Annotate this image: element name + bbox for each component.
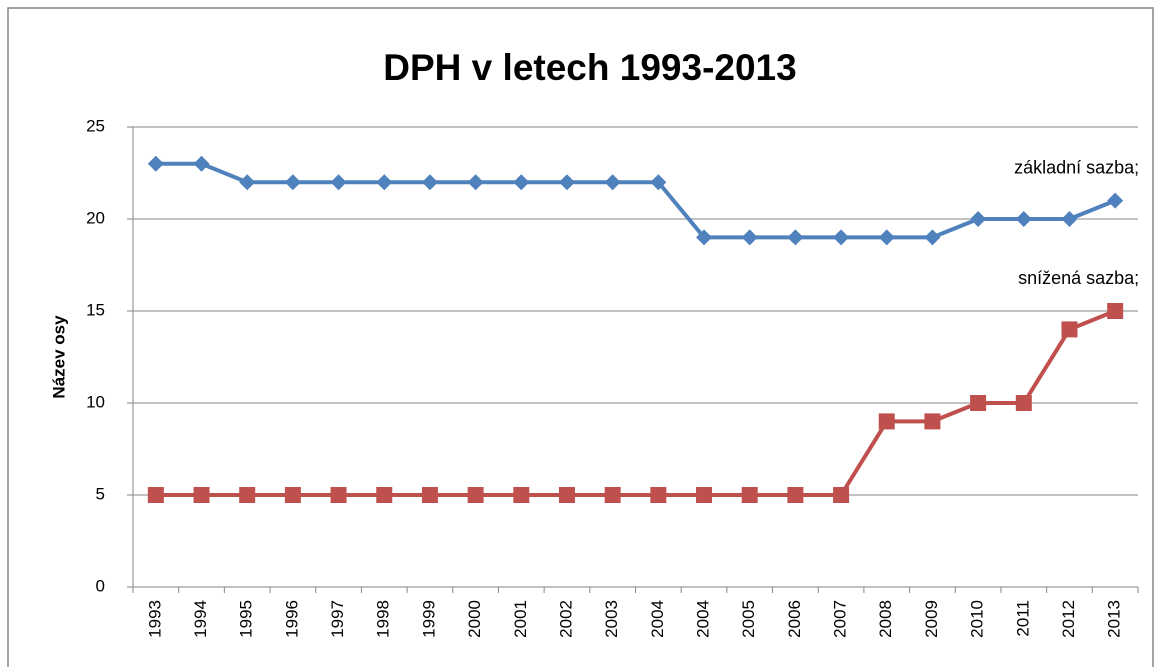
marker xyxy=(239,174,256,191)
series-label: snížená sazba; xyxy=(1018,268,1139,288)
marker xyxy=(741,487,758,503)
y-tick-label: 5 xyxy=(96,484,105,503)
y-tick-label: 15 xyxy=(86,300,105,319)
chart-title: DPH v letech 1993-2013 xyxy=(383,47,796,88)
marker xyxy=(467,174,484,191)
marker xyxy=(741,229,758,246)
marker xyxy=(193,487,210,503)
marker xyxy=(147,487,164,503)
x-tick-label: 2013 xyxy=(1105,600,1124,638)
marker xyxy=(1015,395,1032,411)
marker xyxy=(970,395,987,411)
series-label: základní sazba; xyxy=(1014,157,1139,177)
x-tick-label: 1999 xyxy=(419,600,438,638)
chart-border xyxy=(7,7,1154,667)
marker xyxy=(1015,211,1032,227)
marker xyxy=(833,487,850,503)
marker xyxy=(376,174,393,191)
x-tick-label: 1994 xyxy=(191,600,210,638)
x-tick-label: 1993 xyxy=(145,600,164,638)
y-tick-label: 25 xyxy=(86,116,105,135)
marker xyxy=(924,413,941,430)
marker xyxy=(878,229,895,246)
x-tick-label: 1995 xyxy=(237,600,256,638)
marker xyxy=(696,487,713,503)
x-tick-label: 2012 xyxy=(1059,600,1078,638)
marker xyxy=(239,487,256,503)
x-tick-label: 2005 xyxy=(739,600,758,638)
marker xyxy=(650,487,667,503)
marker xyxy=(513,174,530,191)
marker xyxy=(1061,211,1078,227)
x-tick-label: 1997 xyxy=(328,600,347,638)
x-tick-label: 2011 xyxy=(1013,600,1032,637)
marker xyxy=(787,229,804,246)
marker xyxy=(924,229,941,246)
marker xyxy=(376,487,393,503)
marker xyxy=(330,174,347,191)
marker xyxy=(650,174,667,191)
marker xyxy=(421,487,438,503)
marker xyxy=(558,487,575,503)
y-axis-title: Název osy xyxy=(49,315,68,399)
x-tick-label: 2004 xyxy=(694,600,713,638)
marker xyxy=(330,487,347,503)
x-tick-label: 2000 xyxy=(465,600,484,638)
marker xyxy=(696,229,713,246)
marker xyxy=(421,174,438,191)
x-tick-label: 1998 xyxy=(374,600,393,638)
marker xyxy=(970,211,987,227)
x-tick-label: 2009 xyxy=(922,600,941,638)
marker xyxy=(193,155,210,172)
marker xyxy=(878,413,895,430)
series-line xyxy=(155,161,1116,240)
x-tick-label: 2001 xyxy=(511,600,530,638)
marker xyxy=(1061,321,1078,338)
y-tick-label: 0 xyxy=(96,576,105,595)
x-tick-label: 2003 xyxy=(602,600,621,638)
marker xyxy=(833,229,850,246)
marker xyxy=(1107,303,1124,319)
x-tick-label: 2006 xyxy=(785,600,804,638)
marker xyxy=(284,487,301,503)
marker xyxy=(467,487,484,503)
marker xyxy=(284,174,301,191)
marker xyxy=(787,487,804,503)
x-tick-label: 2008 xyxy=(876,600,895,638)
x-tick-label: 2007 xyxy=(831,600,850,638)
x-tick-label: 2004 xyxy=(648,600,667,638)
series-line xyxy=(155,309,1116,497)
x-tick-label: 2002 xyxy=(556,600,575,638)
marker xyxy=(147,155,164,172)
marker xyxy=(604,174,621,191)
y-tick-label: 10 xyxy=(86,392,105,411)
y-tick-label: 20 xyxy=(86,208,105,227)
marker xyxy=(604,487,621,503)
marker xyxy=(513,487,530,503)
marker xyxy=(558,174,575,191)
marker xyxy=(1107,192,1124,209)
x-tick-label: 2010 xyxy=(968,600,987,638)
x-tick-label: 1996 xyxy=(282,600,301,638)
